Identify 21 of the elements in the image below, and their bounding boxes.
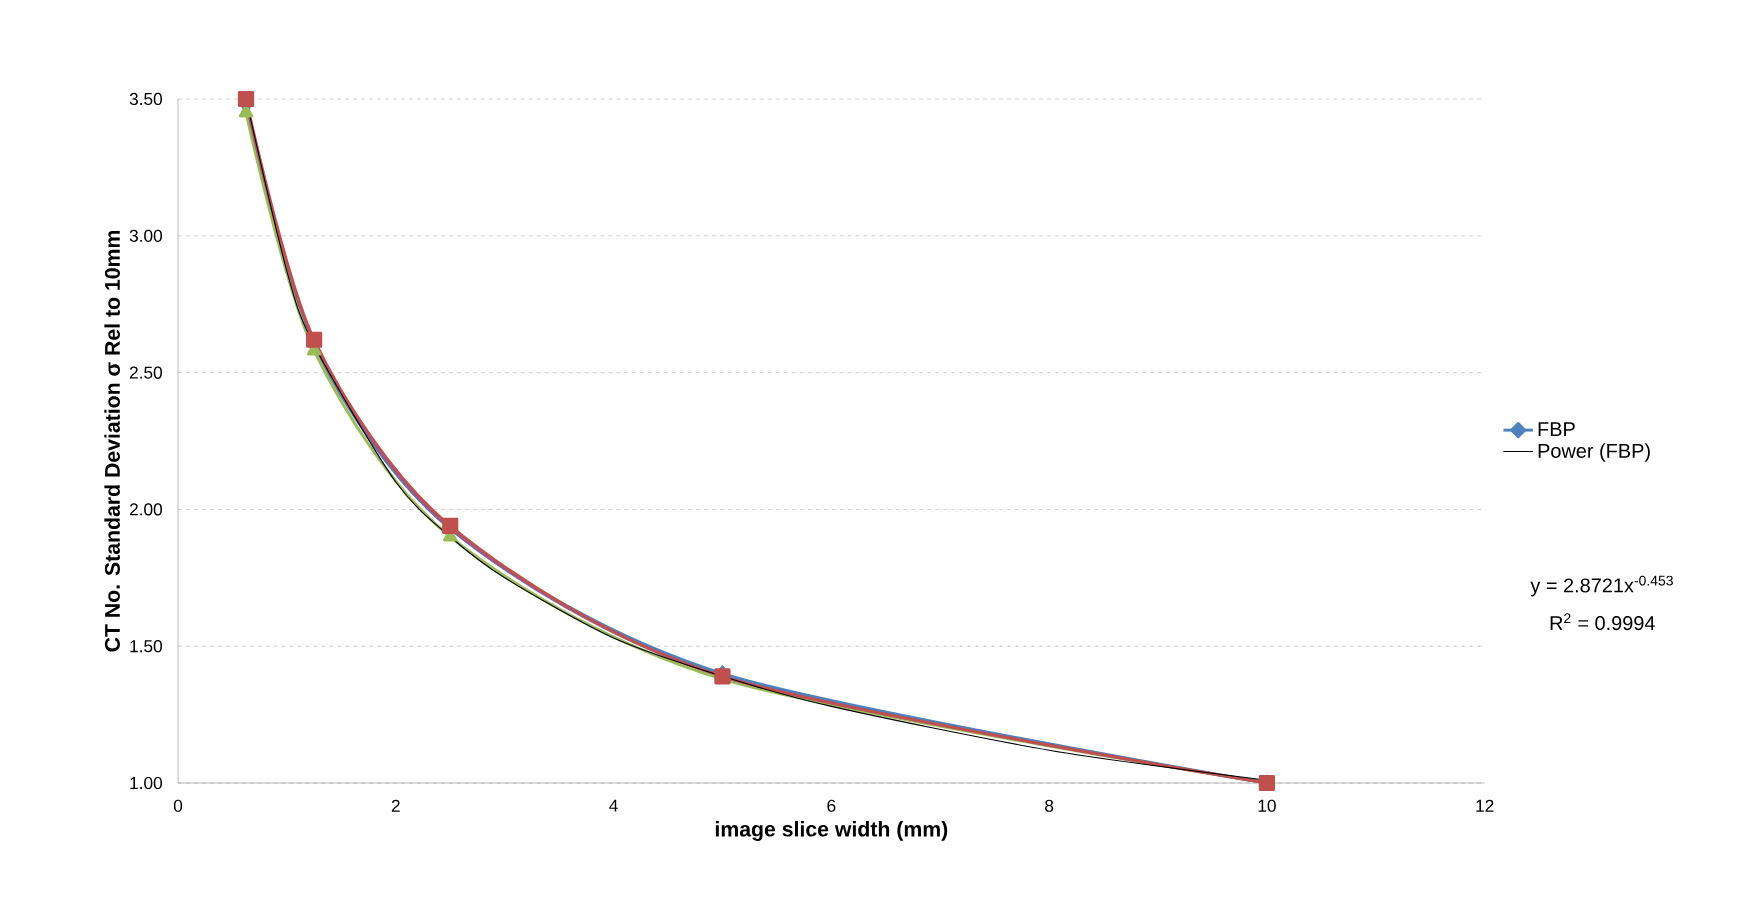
legend-label: Power (FBP) [1538, 443, 1650, 462]
x-tick-label: 4 [609, 799, 618, 812]
text: y = 2.8721x$^{-0.453}$ [1530, 575, 1673, 597]
y-tick-label: 1.00 [130, 776, 163, 790]
x-tick-label: 6 [827, 799, 836, 812]
x-tick-label: 2 [391, 799, 400, 812]
point [237, 90, 255, 108]
y-tick-label: 1.50 [130, 640, 163, 653]
legend-label: FBP [1538, 422, 1575, 436]
y-tick-label: 3.50 [129, 92, 163, 106]
x-tick-label: 8 [1045, 799, 1054, 812]
x-axis-title: image slice width (mm) [715, 821, 948, 841]
y-tick-label: 3.00 [129, 229, 163, 242]
y-axis-title: CT No. Standard Deviation σ Rel to 10mm [104, 230, 120, 652]
point [306, 331, 323, 348]
x-tick-label: 10 [1258, 799, 1276, 812]
text: R$^{2}$ = 0.9994 [1550, 613, 1655, 631]
y-tick-label: 2.50 [129, 366, 163, 379]
x-tick-label: 0 [173, 799, 183, 812]
x-tick-label: 12 [1476, 799, 1494, 812]
y-tick-label: 2.00 [129, 503, 163, 516]
